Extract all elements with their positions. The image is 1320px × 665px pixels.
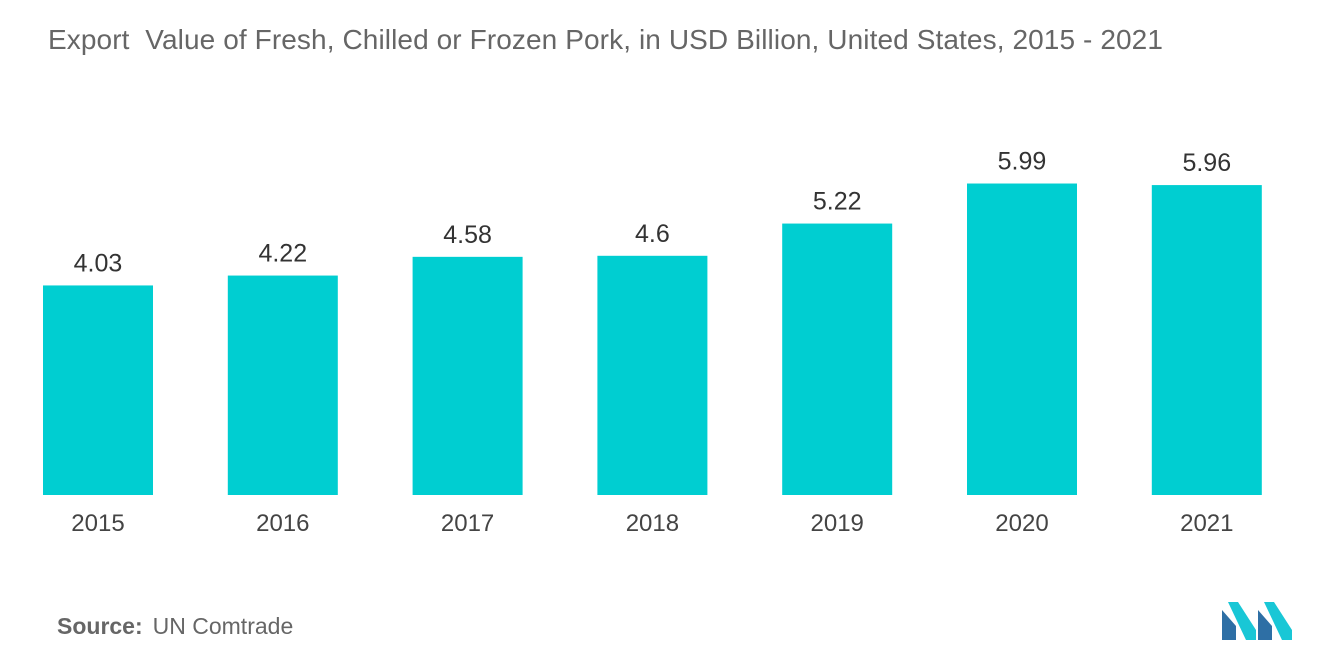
source-note: Source: UN Comtrade — [57, 613, 293, 640]
x-tick-label-2016: 2016 — [256, 510, 309, 537]
bar-2020 — [967, 183, 1077, 495]
data-label-2021: 5.96 — [1182, 149, 1231, 177]
x-tick-label-2020: 2020 — [995, 510, 1048, 537]
mordor-logo-icon — [1222, 602, 1292, 640]
bar-2016 — [227, 275, 338, 495]
x-tick-label-2017: 2017 — [441, 510, 494, 537]
data-label-2017: 4.58 — [443, 221, 492, 249]
bar-chart: 4.03 2015 4.22 2016 4.58 2017 4.6 2018 5.22 2019 5… — [43, 148, 1262, 537]
x-tick-label-2021: 2021 — [1180, 510, 1233, 537]
bar-2015 — [43, 285, 153, 495]
source-value: UN Comtrade — [152, 613, 294, 639]
x-tick-label-2018: 2018 — [626, 510, 679, 537]
data-label-2016: 4.22 — [258, 240, 307, 268]
data-label-2018: 4.6 — [635, 220, 670, 248]
chart-title: Export Value of Fresh, Chilled or Frozen… — [48, 24, 1164, 55]
bar-2017 — [412, 256, 523, 495]
data-label-2019: 5.22 — [813, 188, 862, 216]
data-label-2015: 4.03 — [74, 249, 123, 277]
bar-2019 — [782, 223, 893, 495]
x-tick-label-2015: 2015 — [71, 510, 124, 537]
data-label-2020: 5.99 — [998, 148, 1047, 176]
bar-2021 — [1151, 185, 1262, 495]
source-label: Source: — [57, 613, 143, 639]
x-tick-label-2019: 2019 — [811, 510, 864, 537]
bar-2018 — [597, 255, 708, 495]
